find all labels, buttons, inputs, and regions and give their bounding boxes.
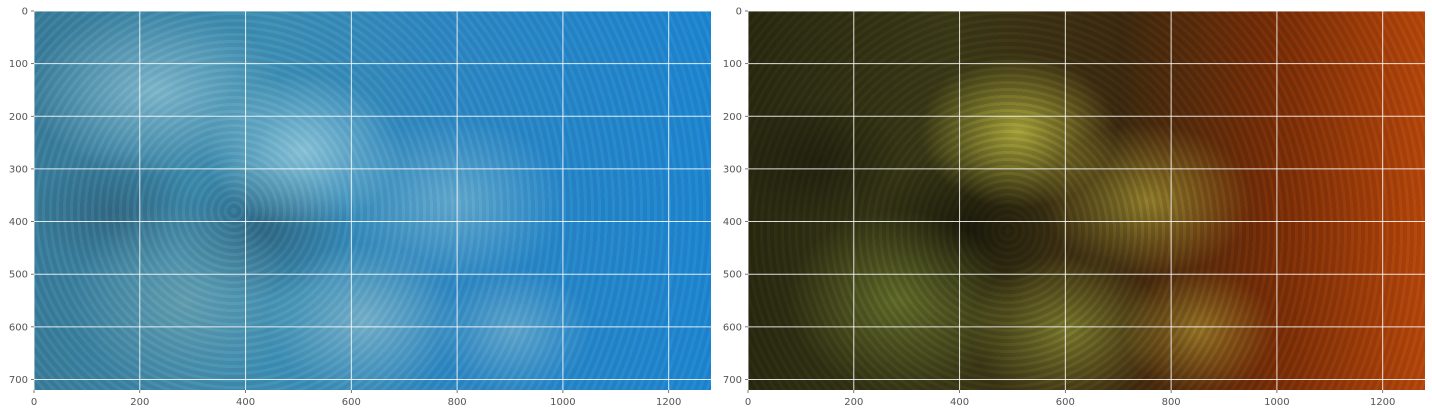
- y-tick-label: 100: [723, 59, 742, 70]
- x-tick-label: 800: [1162, 397, 1181, 408]
- x-tick-label: 1200: [1370, 397, 1395, 408]
- x-tick-label: 1200: [656, 397, 681, 408]
- x-tick-label: 1000: [1264, 397, 1289, 408]
- y-tick-label: 600: [723, 322, 742, 333]
- y-tick-label: 400: [723, 217, 742, 228]
- x-tick-label: 600: [1056, 397, 1075, 408]
- x-tick-label: 200: [130, 397, 149, 408]
- right-panel: 0 200 400 600 800 1000 1200 0 100 200 300 400 500 600…: [714, 0, 1430, 416]
- x-tick-label: 0: [745, 397, 751, 408]
- x-tick-label: 400: [236, 397, 255, 408]
- left-panel: 0 200 400 600 800 1000 1200 0 100 200 300 400 500 600…: [0, 0, 716, 416]
- x-tick-label: 1000: [550, 397, 575, 408]
- x-tick-label: 400: [950, 397, 969, 408]
- y-tick-label: 0: [736, 7, 742, 18]
- y-tick-label: 300: [9, 164, 28, 175]
- y-tick-label: 100: [9, 59, 28, 70]
- x-tick-label: 200: [844, 397, 863, 408]
- left-axes: 0 200 400 600 800 1000 1200 0 100 200 300 400 500 600…: [8, 6, 682, 408]
- y-tick-label: 600: [9, 322, 28, 333]
- y-tick-label: 400: [9, 217, 28, 228]
- y-tick-label: 300: [723, 164, 742, 175]
- y-tick-label: 200: [9, 112, 28, 123]
- x-tick-label: 800: [448, 397, 467, 408]
- right-axes: 0 200 400 600 800 1000 1200 0 100 200 300 400 500 600…: [723, 7, 1425, 408]
- y-tick-label: 700: [9, 375, 28, 386]
- x-tick-label: 0: [31, 397, 37, 408]
- y-tick-label: 500: [723, 270, 742, 281]
- y-tick-label: 0: [22, 7, 28, 18]
- y-tick-label: 200: [723, 112, 742, 123]
- y-tick-label: 700: [723, 375, 742, 386]
- y-tick-label: 500: [9, 270, 28, 281]
- x-tick-label: 600: [342, 397, 361, 408]
